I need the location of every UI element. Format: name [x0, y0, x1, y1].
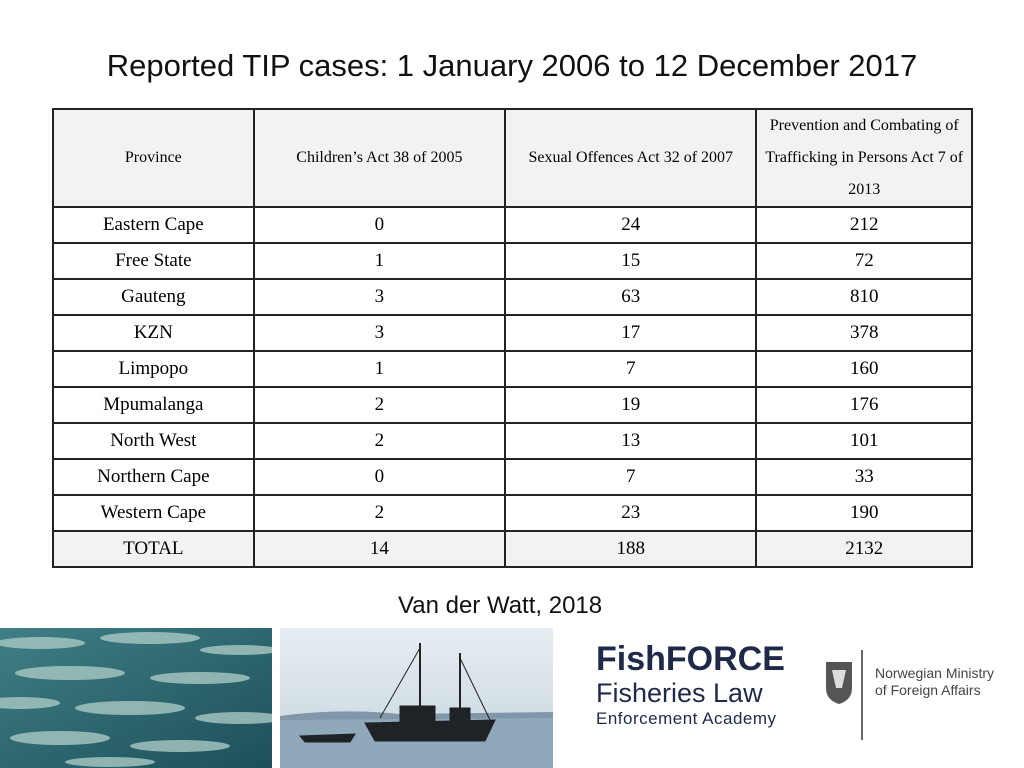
province-cell: Western Cape [52, 494, 255, 532]
fishforce-logo: FishFORCE Fisheries Law Enforcement Acad… [596, 640, 785, 730]
table-row: Eastern Cape 0 24 212 [52, 206, 973, 244]
logo-line: Enforcement Academy [596, 709, 777, 728]
count-cell: 13 [504, 422, 758, 460]
header-cell: Prevention and Combating of Trafficking … [755, 108, 973, 208]
count-cell: 15 [504, 242, 758, 280]
province-cell: Free State [52, 242, 255, 280]
table-row: Free State 1 15 72 [52, 242, 973, 280]
table-row: Northern Cape 0 7 33 [52, 458, 973, 496]
table-row: KZN 3 17 378 [52, 314, 973, 352]
ministry-text: Norwegian Ministry of Foreign Affairs [875, 665, 994, 699]
count-cell: 1 [252, 350, 507, 388]
count-cell: 0 [252, 206, 507, 244]
count-cell: 1 [252, 242, 507, 280]
count-cell: 7 [504, 458, 758, 496]
province-cell: Gauteng [52, 278, 255, 316]
count-cell: 23 [504, 494, 758, 532]
count-cell: 160 [755, 350, 973, 388]
table-row: North West 2 13 101 [52, 422, 973, 460]
count-cell: 33 [755, 458, 973, 496]
count-cell: 188 [504, 530, 758, 568]
count-cell: 72 [755, 242, 973, 280]
province-cell: Mpumalanga [52, 386, 255, 424]
count-cell: 2 [252, 422, 507, 460]
count-cell: 212 [755, 206, 973, 244]
ministry-line: Norwegian Ministry [875, 665, 995, 681]
count-cell: 101 [755, 422, 973, 460]
header-cell: Province [52, 108, 255, 208]
count-cell: 19 [504, 386, 758, 424]
province-cell: Northern Cape [52, 458, 255, 496]
header-cell: Sexual Offences Act 32 of 2007 [504, 108, 758, 208]
province-cell: KZN [52, 314, 255, 352]
count-cell: 63 [504, 278, 758, 316]
count-cell: 2 [252, 386, 507, 424]
count-cell: 24 [504, 206, 758, 244]
table-row: TOTAL 14 188 2132 [52, 530, 973, 568]
count-cell: 190 [755, 494, 973, 532]
table-row: Limpopo 1 7 160 [52, 350, 973, 388]
header-row: Province Children’s Act 38 of 2005 Sexual … [52, 108, 973, 208]
ministry-crest [826, 650, 863, 740]
province-cell: Limpopo [52, 350, 255, 388]
slide-title: Reported TIP cases: 1 January 2006 to 12… [106, 48, 918, 83]
count-cell: 378 [755, 314, 973, 352]
count-cell: 17 [504, 314, 758, 352]
logo-name: FishFORCE [596, 640, 785, 678]
source-note: Van der Watt, 2018 [398, 592, 603, 619]
count-cell: 0 [252, 458, 507, 496]
count-cell: 3 [252, 314, 507, 352]
province-cell: North West [52, 422, 255, 460]
count-cell: 7 [504, 350, 758, 388]
count-cell: 810 [755, 278, 973, 316]
fish-image [0, 628, 272, 768]
ministry-line: of Foreign Affairs [875, 682, 981, 698]
cases-table: Province Children’s Act 38 of 2005 Sexual … [52, 108, 973, 568]
count-cell: 14 [252, 530, 507, 568]
count-cell: 3 [252, 278, 507, 316]
table-row: Mpumalanga 2 19 176 [52, 386, 973, 424]
province-cell: TOTAL [52, 530, 255, 568]
province-cell: Eastern Cape [52, 206, 255, 244]
header-cell: Children’s Act 38 of 2005 [252, 108, 507, 208]
count-cell: 176 [755, 386, 973, 424]
table-row: Gauteng 3 63 810 [52, 278, 973, 316]
count-cell: 2132 [755, 530, 973, 568]
logo-line: Fisheries Law [596, 678, 763, 708]
table-row: Western Cape 2 23 190 [52, 494, 973, 532]
count-cell: 2 [252, 494, 507, 532]
boat-image [280, 628, 553, 768]
